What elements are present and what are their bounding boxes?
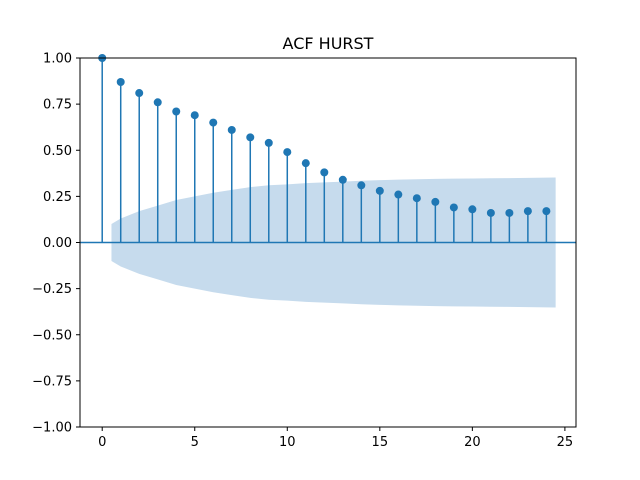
y-tick-label: −0.50	[32, 328, 72, 343]
acf-point	[153, 98, 162, 107]
acf-point	[523, 207, 532, 216]
acf-point	[468, 205, 477, 214]
y-tick-label: 0.75	[43, 98, 72, 113]
x-tick-label: 15	[372, 435, 389, 450]
x-axis: 0 5 10 15 20 25	[98, 427, 573, 450]
acf-point	[394, 190, 403, 199]
acf-point	[412, 194, 421, 203]
y-tick-label: −1.00	[32, 421, 72, 436]
acf-point	[264, 138, 273, 147]
acf-point	[135, 89, 144, 98]
y-tick-label: 0.00	[43, 236, 72, 251]
acf-point	[283, 148, 292, 157]
acf-point	[246, 133, 255, 142]
acf-point	[301, 159, 310, 168]
x-tick-label: 25	[557, 435, 574, 450]
y-tick-label: 1.00	[43, 52, 72, 67]
y-tick-label: −0.75	[32, 374, 72, 389]
acf-point	[209, 118, 218, 127]
chart-title: ACF HURST	[283, 34, 374, 53]
y-tick-label: 0.50	[43, 144, 72, 159]
acf-point	[505, 208, 514, 217]
stem-layer	[101, 58, 548, 243]
y-axis: −1.00 −0.75 −0.50 −0.25 0.00 0.25 0.50 0.75 1.00	[32, 52, 80, 436]
acf-point	[190, 111, 199, 120]
x-tick-label: 5	[191, 435, 199, 450]
acf-point	[375, 186, 384, 195]
x-tick-label: 20	[464, 435, 481, 450]
acf-point	[116, 77, 125, 86]
marker-layer	[98, 54, 551, 217]
acf-point	[542, 207, 551, 216]
y-tick-label: −0.25	[32, 282, 72, 297]
acf-point	[431, 197, 440, 206]
acf-point	[320, 168, 329, 177]
x-tick-label: 0	[98, 435, 106, 450]
acf-point	[357, 181, 366, 190]
x-tick-label: 10	[279, 435, 296, 450]
y-tick-label: 0.25	[43, 190, 72, 205]
acf-point	[338, 175, 347, 184]
acf-point	[227, 125, 236, 134]
acf-point	[449, 203, 458, 212]
acf-point	[486, 208, 495, 217]
acf-point	[172, 107, 181, 116]
